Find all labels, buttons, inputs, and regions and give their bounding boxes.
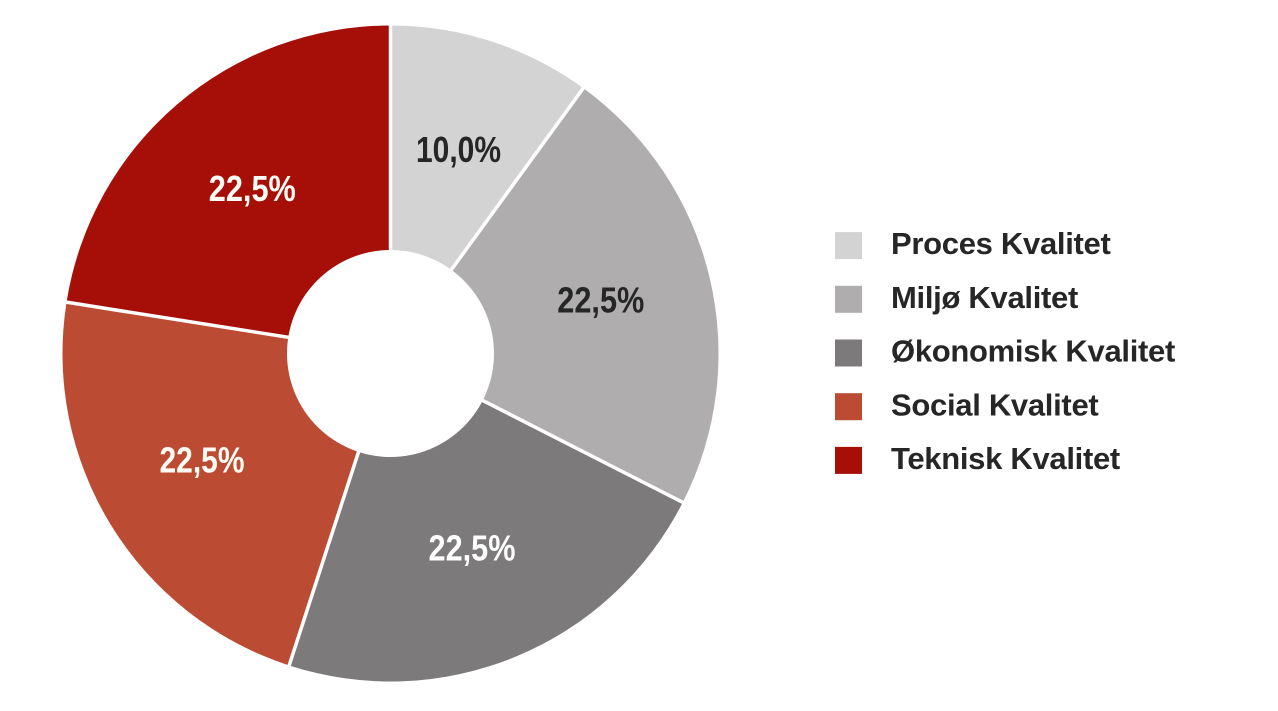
svg-text:10,0%: 10,0%	[416, 129, 501, 170]
svg-text:22,5%: 22,5%	[209, 168, 296, 209]
svg-text:Teknisk Kvalitet: Teknisk Kvalitet	[891, 441, 1120, 476]
svg-text:Proces Kvalitet: Proces Kvalitet	[891, 226, 1111, 261]
svg-text:Miljø Kvalitet: Miljø Kvalitet	[891, 280, 1078, 315]
svg-text:22,5%: 22,5%	[429, 528, 516, 569]
svg-text:Social Kvalitet: Social Kvalitet	[891, 387, 1098, 422]
svg-text:22,5%: 22,5%	[160, 440, 245, 481]
svg-text:22,5%: 22,5%	[557, 280, 644, 321]
svg-text:Økonomisk Kvalitet: Økonomisk Kvalitet	[891, 334, 1175, 369]
